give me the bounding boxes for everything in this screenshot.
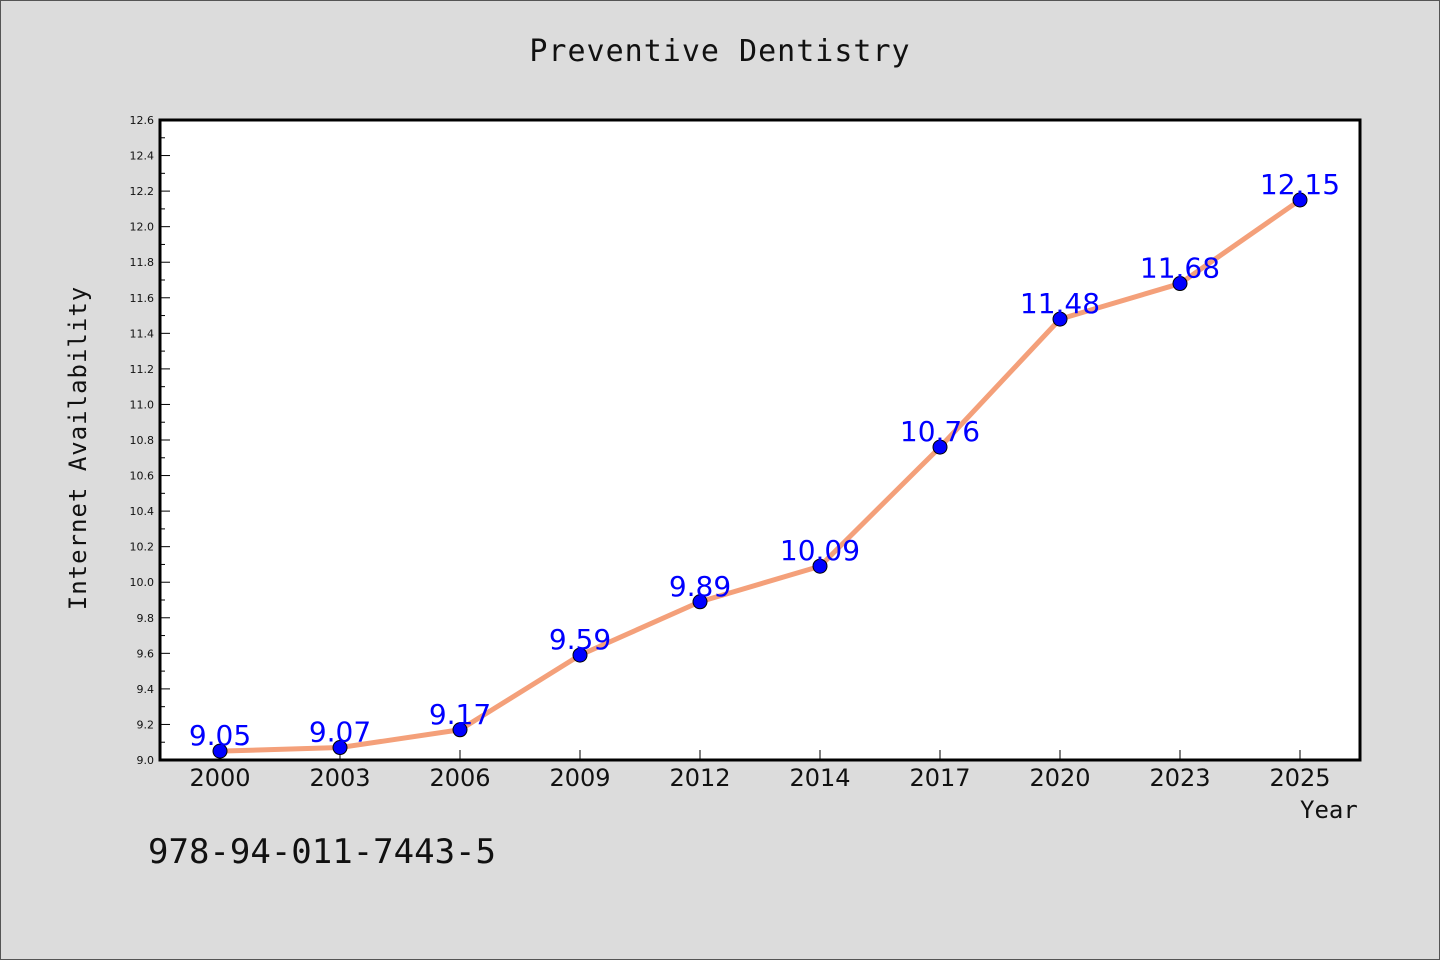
y-tick-label: 11.2 [130, 363, 155, 376]
y-tick-label: 12.6 [130, 114, 155, 127]
data-point [572, 647, 588, 663]
data-label: 9.17 [429, 698, 491, 731]
y-tick-label: 9.8 [137, 612, 155, 625]
x-tick-label: 2009 [549, 764, 610, 792]
x-tick-label: 2006 [429, 764, 490, 792]
y-tick-label: 11.8 [130, 256, 155, 269]
x-axis-ticks: 2000 2003 2006 2009 2012 2014 2017 2020 2023 2025 [189, 750, 1331, 792]
data-label: 12.15 [1260, 168, 1340, 201]
plot-area [158, 118, 1362, 762]
x-tick-label: 2014 [789, 764, 850, 792]
data-point [1052, 311, 1068, 327]
isbn-text: 978-94-011-7443-5 [148, 832, 496, 872]
y-axis-ticks: 9.0 9.2 9.4 9.6 9.8 10.0 10.2 10.4 10.6 10.8 11.0 1… [130, 114, 170, 767]
data-label: 9.89 [669, 570, 731, 603]
series-line [219, 197, 1302, 754]
y-tick-label: 10.4 [130, 505, 155, 518]
y-axis-title: Internet Availability [64, 286, 92, 610]
x-tick-label: 2025 [1269, 764, 1330, 792]
y-tick-label: 11.4 [130, 327, 155, 340]
y-tick-label: 11.0 [130, 398, 155, 411]
data-label: 10.09 [780, 534, 860, 567]
y-tick-label: 10.0 [130, 576, 155, 589]
data-label: 10.76 [900, 415, 980, 448]
data-label: 9.59 [549, 623, 611, 656]
data-point [692, 594, 708, 610]
data-label: 11.68 [1140, 252, 1220, 285]
data-point [932, 439, 948, 455]
data-point [812, 558, 828, 574]
data-point [452, 722, 468, 738]
x-tick-label: 2003 [309, 764, 370, 792]
chart-title: Preventive Dentistry [529, 34, 911, 69]
x-tick-label: 2000 [189, 764, 250, 792]
y-tick-label: 9.2 [137, 718, 155, 731]
y-tick-label: 10.2 [130, 541, 155, 554]
y-tick-label: 12.0 [130, 221, 155, 234]
x-tick-label: 2023 [1149, 764, 1210, 792]
y-tick-label: 10.6 [130, 470, 155, 483]
data-point [332, 740, 348, 756]
y-tick-label: 9.4 [137, 683, 155, 696]
data-label: 9.07 [309, 716, 371, 749]
data-points [212, 192, 1308, 759]
data-point [1292, 192, 1308, 208]
y-tick-label: 12.4 [130, 150, 155, 163]
x-tick-label: 2020 [1029, 764, 1090, 792]
data-labels: 9.05 9.07 9.17 9.59 9.89 10.09 10.76 11.48 11.68… [189, 168, 1340, 752]
y-tick-label: 12.2 [130, 185, 155, 198]
data-point [212, 743, 228, 759]
data-label: 9.05 [189, 719, 251, 752]
x-axis-title: Year [1300, 796, 1358, 824]
x-tick-label: 2017 [909, 764, 970, 792]
y-tick-label: 11.6 [130, 292, 155, 305]
y-tick-label: 9.0 [137, 754, 155, 767]
x-tick-label: 2012 [669, 764, 730, 792]
data-label: 11.48 [1020, 287, 1100, 320]
y-tick-label: 10.8 [130, 434, 155, 447]
data-point [1172, 276, 1188, 292]
y-tick-label: 9.6 [137, 647, 155, 660]
